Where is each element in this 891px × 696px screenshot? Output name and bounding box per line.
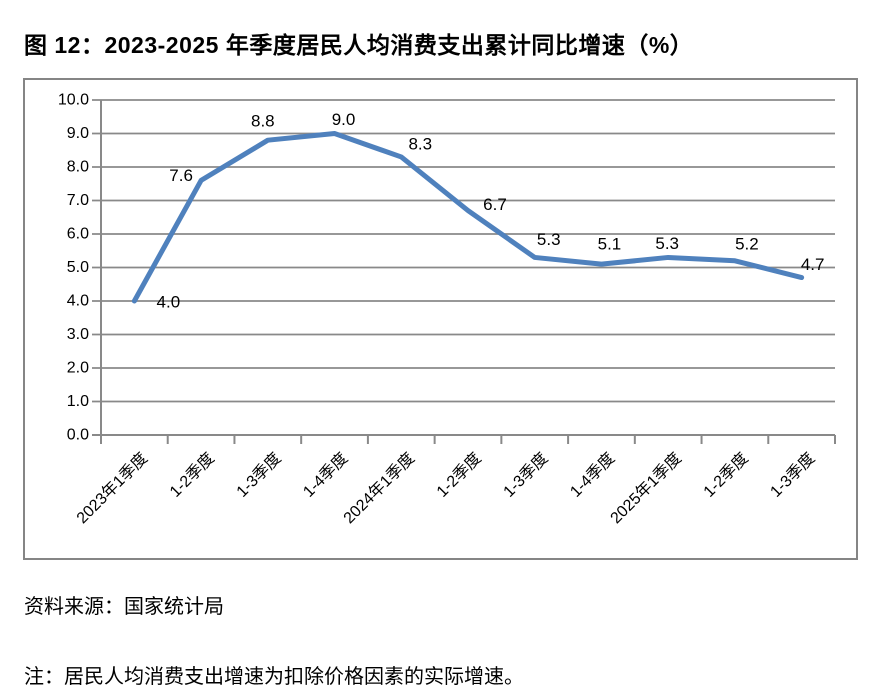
y-tick-label: 6.0: [67, 226, 89, 243]
x-tick-label: 2025年1季度: [607, 449, 685, 527]
source-note: 资料来源：国家统计局: [24, 596, 224, 618]
x-tick-label: 1-4季度: [300, 449, 352, 501]
data-label: 8.8: [251, 112, 275, 131]
data-label: 8.3: [408, 134, 432, 153]
x-tick-label: 1-4季度: [567, 449, 619, 501]
x-tick-label: 1-3季度: [500, 449, 552, 501]
data-label: 5.3: [537, 230, 561, 249]
x-tick-label: 2024年1季度: [340, 449, 418, 527]
y-tick-label: 5.0: [67, 259, 89, 276]
x-tick-label: 1-2季度: [700, 449, 752, 501]
data-label: 5.1: [598, 235, 622, 254]
data-label: 7.6: [169, 166, 193, 185]
data-label: 6.7: [483, 195, 507, 214]
y-tick-label: 2.0: [67, 360, 89, 377]
x-tick-label: 1-3季度: [767, 449, 819, 501]
x-tick-label: 1-2季度: [166, 449, 218, 501]
line-chart: 0.0 1.0 2.0 3.0 4.0 5.0 6.0 7.0 8.0 9.0 10.0 2023年1…: [58, 92, 836, 527]
data-label: 5.2: [735, 234, 759, 253]
y-tick-label: 0.0: [67, 427, 89, 444]
page-title: 图 12：2023-2025 年季度居民人均消费支出累计同比增速（%）: [24, 32, 694, 58]
footnote: 注：居民人均消费支出增速为扣除价格因素的实际增速。: [24, 666, 524, 688]
chart-frame: 0.0 1.0 2.0 3.0 4.0 5.0 6.0 7.0 8.0 9.0 10.0 2023年1…: [23, 78, 858, 560]
y-tick-label: 9.0: [67, 125, 89, 142]
y-tick-label: 4.0: [67, 293, 89, 310]
x-tick-label: 2023年1季度: [73, 449, 151, 527]
y-tick-label: 7.0: [67, 192, 89, 209]
series-line: [131, 131, 805, 304]
x-tick-label: 1-2季度: [433, 449, 485, 501]
x-tick-label: 1-3季度: [233, 449, 285, 501]
data-label: 4.7: [801, 255, 825, 274]
y-tick-label: 3.0: [67, 326, 89, 343]
data-label: 5.3: [655, 234, 679, 253]
data-label: 4.0: [157, 293, 181, 312]
y-tick-label: 10.0: [58, 92, 89, 109]
y-tick-label: 8.0: [67, 159, 89, 176]
data-label: 9.0: [332, 110, 356, 129]
y-tick-label: 1.0: [67, 393, 89, 410]
